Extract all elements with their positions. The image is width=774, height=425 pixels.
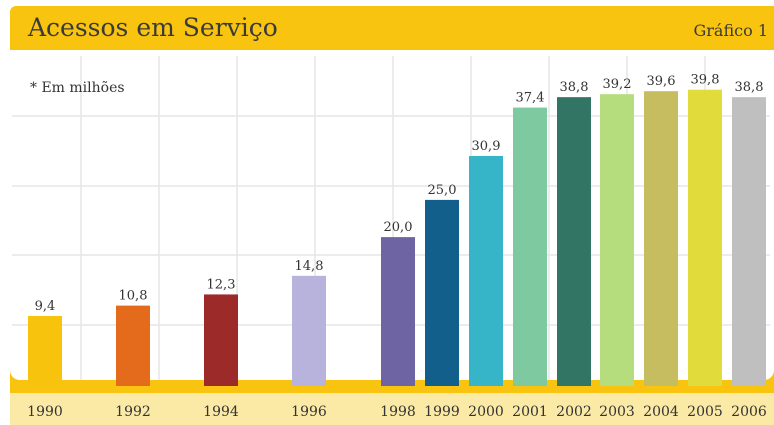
unit-note: * Em milhões (30, 80, 125, 96)
bar-1999 (425, 199, 459, 386)
data-label-2003: 39,2 (603, 77, 632, 92)
bar-2005 (688, 89, 722, 386)
data-label-1994: 12,3 (207, 277, 236, 292)
bar-1996 (292, 275, 326, 386)
data-label-2002: 38,8 (560, 80, 589, 95)
bar-1998 (381, 237, 415, 386)
x-tick-label-2004: 2004 (643, 404, 679, 420)
bar-2003 (600, 94, 634, 386)
x-axis-band (10, 393, 774, 425)
chart-header: Acessos em Serviço Gráfico 1 (10, 6, 774, 50)
x-tick-label-1994: 1994 (203, 404, 239, 420)
x-tick-label-2005: 2005 (687, 404, 723, 420)
data-label-2006: 38,8 (735, 80, 764, 95)
x-tick-label-2003: 2003 (599, 404, 635, 420)
bar-2000 (469, 155, 503, 386)
data-label-1998: 20,0 (384, 220, 413, 235)
x-tick-label-1998: 1998 (380, 404, 416, 420)
x-tick-label-1992: 1992 (115, 404, 151, 420)
data-label-1992: 10,8 (119, 289, 148, 304)
x-tick-label-1990: 1990 (27, 404, 63, 420)
x-tick-label-2000: 2000 (468, 404, 504, 420)
bar-1994 (204, 294, 238, 386)
data-label-1999: 25,0 (428, 183, 457, 198)
chart-title: Acessos em Serviço (28, 13, 278, 42)
data-label-2005: 39,8 (691, 73, 720, 88)
x-tick-label-1996: 1996 (291, 404, 327, 420)
data-label-2004: 39,6 (647, 74, 676, 89)
data-label-1996: 14,8 (295, 259, 324, 274)
chart-number-label: Gráfico 1 (693, 21, 769, 40)
data-label-2000: 30,9 (472, 139, 501, 154)
data-label-2001: 37,4 (516, 91, 545, 106)
bar-2006 (732, 97, 766, 387)
data-label-1990: 9,4 (35, 299, 56, 314)
x-tick-label-2002: 2002 (556, 404, 592, 420)
x-tick-label-1999: 1999 (424, 404, 460, 420)
x-tick-label-2001: 2001 (512, 404, 548, 420)
bar-2002 (557, 97, 591, 387)
bar-1992 (116, 305, 150, 386)
bar-2001 (513, 107, 547, 387)
bar-2004 (644, 91, 678, 386)
bar-1990 (28, 316, 62, 386)
x-tick-label-2006: 2006 (731, 404, 767, 420)
